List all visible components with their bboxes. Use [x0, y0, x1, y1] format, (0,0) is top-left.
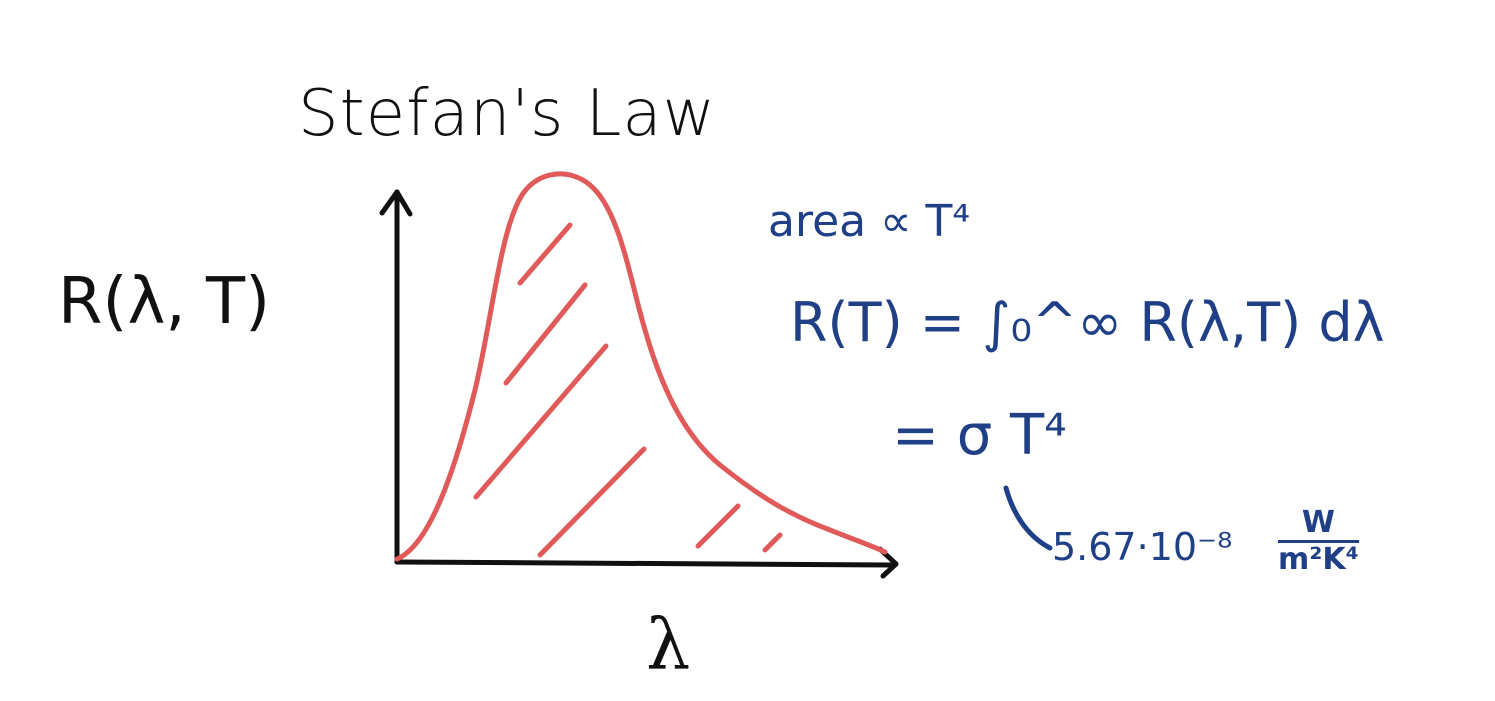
sigma-units: W m²K⁴	[1278, 508, 1359, 575]
integral-equation: R(T) = ∫₀^∞ R(λ,T) dλ	[790, 291, 1385, 354]
blackbody-curve	[394, 171, 888, 562]
hatch-line	[517, 222, 573, 286]
sigma-connector	[1003, 485, 1053, 551]
sigma-value: 5.67·10⁻⁸	[1052, 525, 1233, 569]
diagram-title: Stefan's Law	[298, 77, 716, 151]
x-axis-label: λ	[646, 604, 691, 686]
x-axis	[394, 559, 898, 568]
hatch-line	[473, 343, 609, 500]
hatch-line	[762, 532, 783, 553]
units-denominator: m²K⁴	[1278, 542, 1359, 577]
units-numerator: W	[1278, 508, 1359, 543]
hatch-line	[695, 503, 741, 549]
area-proportionality-note: area ∝ T⁴	[768, 196, 971, 247]
hatch-line	[503, 282, 588, 386]
y-axis-arrowhead	[379, 189, 413, 217]
stefan-boltzmann-equation: = σ T⁴	[892, 403, 1067, 468]
y-axis-label: R(λ, T)	[58, 265, 271, 339]
hatch-line	[537, 446, 647, 558]
